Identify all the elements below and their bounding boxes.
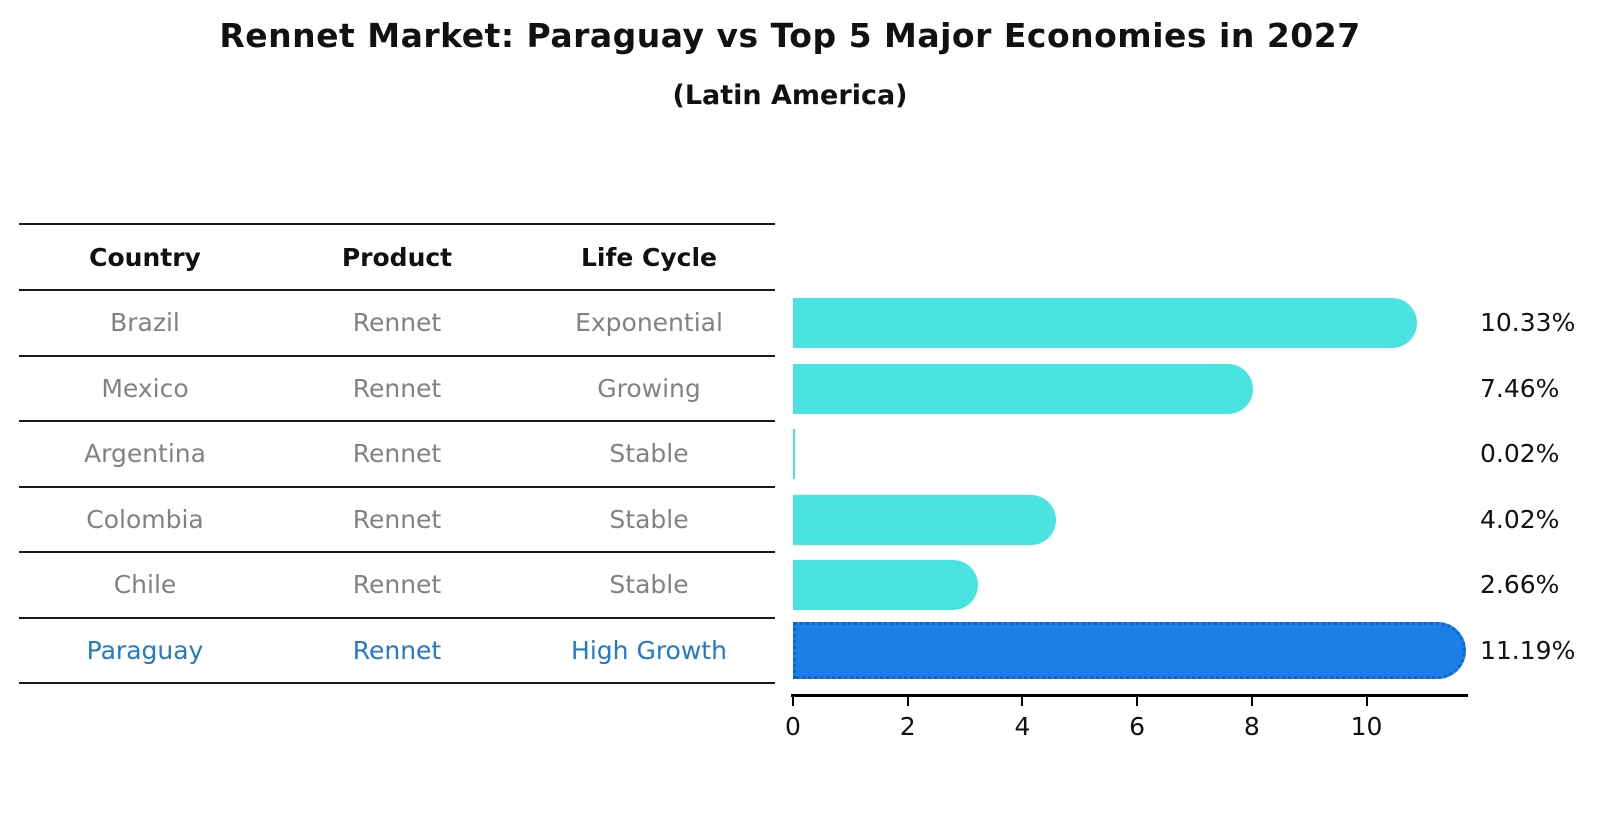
product-cell: Rennet (352, 635, 442, 665)
life-cycle-cell: High Growth (571, 635, 727, 665)
bar (793, 429, 795, 480)
product-cell: Rennet (352, 373, 442, 403)
country-cell: Argentina (84, 439, 206, 469)
country-cell: Brazil (110, 308, 180, 338)
table-header-row: Country Product Life Cycle (19, 225, 775, 291)
x-axis-tick (1365, 697, 1368, 706)
x-axis-tick-label: 4 (1014, 712, 1031, 741)
country-cell: Chile (113, 570, 177, 600)
table-row: Colombia Rennet Stable (19, 488, 775, 553)
x-axis-tick (1136, 697, 1139, 706)
x-axis-tick-label: 10 (1350, 712, 1383, 741)
table-row: Paraguay Rennet High Growth (19, 619, 775, 684)
bar (793, 363, 1253, 414)
country-table: Country Product Life Cycle Brazil Rennet Expo… (19, 223, 775, 684)
product-cell: Rennet (352, 570, 442, 600)
country-cell: Mexico (101, 373, 189, 403)
life-cycle-cell: Growing (597, 373, 701, 403)
x-axis-tick-label: 8 (1243, 712, 1260, 741)
x-axis-tick-label: 6 (1129, 712, 1146, 741)
x-axis-tick-label: 2 (899, 712, 916, 741)
product-cell: Rennet (352, 504, 442, 534)
chart-subtitle: (Latin America) (672, 80, 908, 111)
x-axis-tick (792, 697, 794, 706)
chart-title: Rennet Market: Paraguay vs Top 5 Major E… (219, 16, 1361, 55)
bar-value-label: 7.46% (1480, 373, 1560, 403)
x-axis-tick-label: 0 (785, 712, 801, 741)
column-header: Country (89, 242, 201, 272)
table-row: Mexico Rennet Growing (19, 357, 775, 422)
country-cell: Paraguay (86, 635, 204, 665)
column-header: Product (341, 242, 453, 272)
product-cell: Rennet (352, 308, 442, 338)
table-row: Argentina Rennet Stable (19, 422, 775, 488)
country-cell: Colombia (86, 504, 204, 534)
life-cycle-cell: Stable (609, 439, 689, 469)
bar-value-label: 4.02% (1480, 504, 1560, 534)
bar-value-label: 10.33% (1480, 308, 1576, 338)
highlight-bar (793, 622, 1467, 680)
x-axis-line (791, 694, 1468, 697)
life-cycle-cell: Stable (609, 570, 689, 600)
bar (793, 298, 1417, 349)
x-axis-tick (1250, 697, 1253, 706)
column-header: Life Cycle (580, 242, 718, 272)
bar-value-label: 11.19% (1480, 635, 1576, 665)
bar (793, 560, 979, 611)
product-cell: Rennet (352, 439, 442, 469)
life-cycle-cell: Stable (609, 504, 689, 534)
life-cycle-cell: Exponential (575, 308, 723, 338)
table-row: Chile Rennet Stable (19, 553, 775, 619)
table-row: Brazil Rennet Exponential (19, 291, 775, 357)
x-axis-tick (1021, 697, 1024, 706)
bar-value-label: 2.66% (1480, 570, 1560, 600)
bar (793, 494, 1056, 545)
bar-value-label: 0.02% (1480, 439, 1560, 469)
x-axis-tick (906, 697, 909, 706)
